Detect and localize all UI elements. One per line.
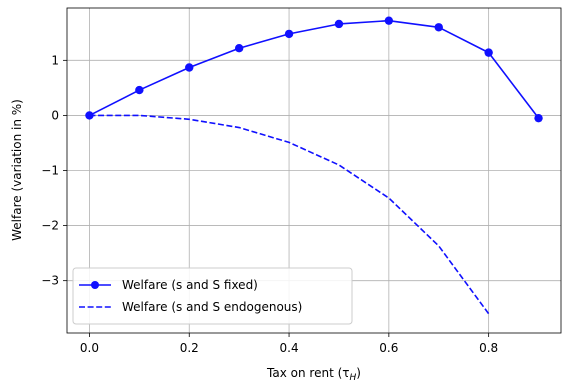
x-tick-label: 0.4 (280, 341, 299, 355)
grid (67, 8, 561, 333)
legend-box (72, 267, 353, 325)
series-marker-fixed (284, 29, 294, 39)
series-line-fixed (89, 19, 540, 119)
legend-swatch-fixed-marker (91, 281, 99, 289)
series-marker-fixed (534, 113, 543, 123)
y-tick-label: 1 (51, 53, 59, 67)
x-axis-ticks: 0.0 0.2 0.4 0.6 0.8 (80, 333, 498, 355)
series-marker-fixed (384, 16, 394, 25)
legend-entry-endogenous: Welfare (s and S endogenous) (79, 300, 302, 314)
x-axis-label-subscript: H (350, 373, 357, 383)
x-axis-label: Tax on rent (τH) (266, 366, 361, 383)
y-axis-ticks: 1 0 −1 −2 −3 (41, 53, 67, 288)
series-marker-fixed (135, 85, 144, 95)
legend-label-endogenous: Welfare (s and S endogenous) (122, 300, 302, 314)
x-tick-label: 0.8 (479, 341, 498, 355)
y-tick-label: −1 (41, 164, 59, 178)
series-marker-fixed (484, 48, 493, 57)
y-tick-label: 0 (51, 108, 59, 122)
x-tick-label: 0.0 (80, 341, 99, 355)
series-line-endogenous (89, 114, 490, 315)
y-tick-label: −3 (41, 274, 59, 288)
series-marker-fixed (185, 63, 194, 72)
x-tick-label: 0.6 (379, 341, 398, 355)
series-marker-fixed (334, 19, 344, 29)
x-tick-label: 0.2 (180, 341, 199, 355)
series-marker-fixed (234, 44, 244, 53)
y-tick-label: −2 (41, 219, 59, 233)
legend-label-fixed: Welfare (s and S fixed) (122, 278, 258, 292)
legend-entry-fixed: Welfare (s and S fixed) (79, 278, 258, 292)
series-marker-fixed (434, 23, 443, 32)
series-layer (85, 16, 543, 315)
y-axis-label: Welfare (variation in %) (10, 99, 24, 241)
legend: Welfare (s and S fixed) Welfare (s and S… (72, 267, 353, 325)
